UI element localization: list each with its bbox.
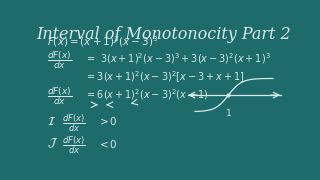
Text: $\mathcal{J}$: $\mathcal{J}$ [47, 137, 59, 150]
Text: $= 6(x+1)^2(x-3)^2(x-1)$: $= 6(x+1)^2(x-3)^2(x-1)$ [84, 88, 208, 102]
Text: $\dfrac{dF(x)}{dx}$: $\dfrac{dF(x)}{dx}$ [47, 86, 73, 107]
Text: 1: 1 [226, 109, 231, 118]
Text: $= \ 3(x+1)^2(x-3)^3 + 3(x-3)^2(x+1)^3$: $= \ 3(x+1)^2(x-3)^3 + 3(x-3)^2(x+1)^3$ [84, 51, 270, 66]
Text: $> 0$: $> 0$ [97, 115, 118, 127]
Text: $\dfrac{dF(x)}{dx}$: $\dfrac{dF(x)}{dx}$ [47, 50, 73, 71]
Text: $\mathcal{I}$: $\mathcal{I}$ [47, 115, 56, 128]
Text: $\dfrac{dF(x)}{dx}$: $\dfrac{dF(x)}{dx}$ [62, 112, 86, 134]
Text: $< 0$: $< 0$ [97, 138, 118, 150]
Text: $= 3(x+1)^2(x-3)^2\left[x-3+x+1\right]$: $= 3(x+1)^2(x-3)^2\left[x-3+x+1\right]$ [84, 69, 244, 85]
Text: $F(x) = (x+1)^3(x-3)^3$: $F(x) = (x+1)^3(x-3)^3$ [47, 34, 159, 49]
Text: $\dfrac{dF(x)}{dx}$: $\dfrac{dF(x)}{dx}$ [62, 134, 86, 156]
Text: Interval of Monotonocity Part 2: Interval of Monotonocity Part 2 [37, 26, 291, 43]
